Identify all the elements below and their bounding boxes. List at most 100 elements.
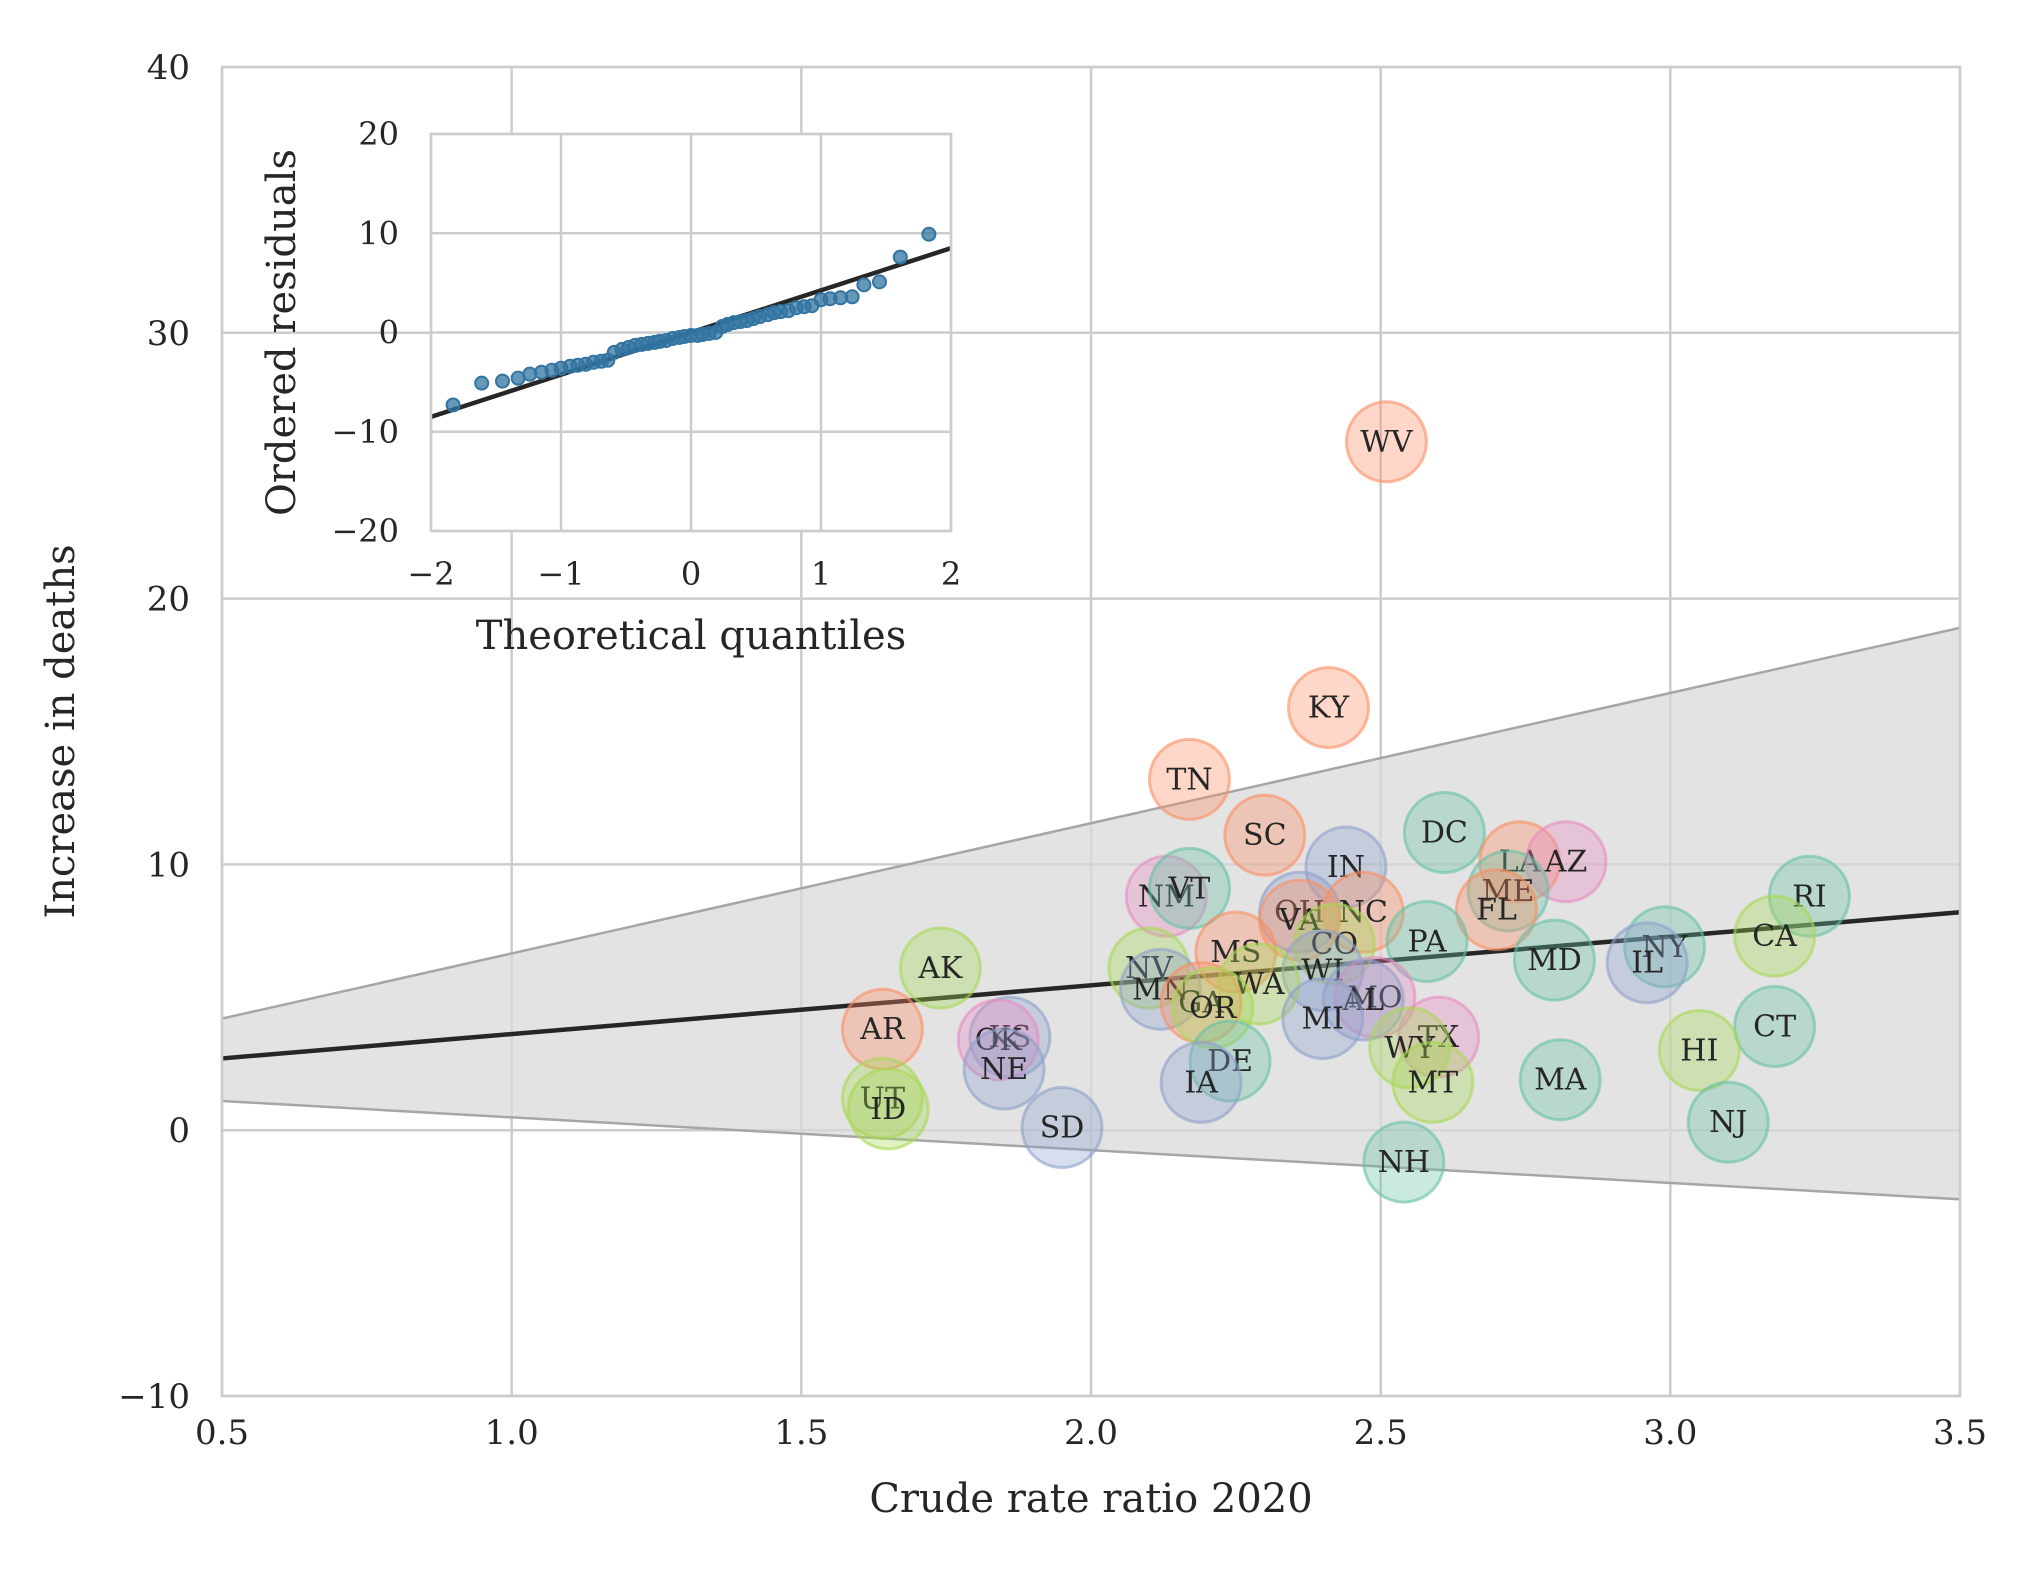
state-point-label: DE — [1207, 1044, 1253, 1079]
state-point-label: SC — [1243, 818, 1287, 853]
inset-x-tick-label: 2 — [941, 555, 961, 593]
state-point: MT — [1391, 1040, 1475, 1124]
state-point-label: VT — [1168, 871, 1211, 906]
state-point-marker — [1402, 791, 1486, 875]
state-point-label: NJ — [1709, 1105, 1747, 1140]
inset-point — [844, 289, 860, 305]
inset-point — [872, 274, 887, 290]
inset-plot-frame — [429, 132, 953, 533]
state-point: MI — [1281, 977, 1365, 1061]
state-point: HI — [1657, 1008, 1741, 1092]
state-point-marker — [1217, 942, 1301, 1026]
state-point-label: NV — [1125, 951, 1174, 986]
inset-x-tick-label: 0 — [681, 555, 701, 593]
state-point-marker — [956, 998, 1040, 1082]
main-x-tick-label: 1.0 — [485, 1413, 539, 1453]
state-point-label: CT — [1753, 1010, 1796, 1045]
prediction-band-lower — [221, 1099, 1961, 1201]
state-point-marker — [1171, 966, 1255, 1050]
state-point: IN — [1304, 825, 1388, 909]
state-point-marker — [1657, 1008, 1741, 1092]
state-point-label: GA — [1178, 986, 1224, 1021]
prediction-band-fill — [222, 627, 1960, 1200]
state-point: TN — [1147, 737, 1231, 821]
state-point-label: NE — [980, 1052, 1028, 1087]
state-point-marker — [1287, 666, 1371, 750]
state-point-marker — [1518, 1038, 1602, 1122]
state-point: LA — [1478, 820, 1562, 904]
state-point: FL — [1455, 868, 1539, 952]
state-point: IL — [1605, 921, 1689, 1005]
state-point: NC — [1321, 870, 1405, 954]
inset-point — [892, 249, 908, 265]
state-point: NJ — [1686, 1080, 1770, 1164]
state-point-marker — [1188, 1019, 1272, 1103]
state-point-label: NC — [1339, 895, 1388, 930]
state-point-label: UT — [860, 1081, 905, 1116]
state-point-marker — [1733, 985, 1817, 1069]
inset-point — [921, 226, 937, 242]
state-point-label: KS — [988, 1020, 1031, 1055]
state-point-marker — [1362, 1120, 1446, 1204]
state-point-marker — [1020, 1086, 1104, 1170]
main-x-tick-label: 2.0 — [1064, 1413, 1118, 1453]
state-point: WI — [1281, 929, 1365, 1013]
state-point-label: FL — [1476, 893, 1517, 928]
inset-y-tick-labels: −20 −10 0 10 20 — [331, 115, 399, 550]
inset-point — [445, 397, 461, 413]
inset-x-tick-labels: −2 −1 0 1 2 — [407, 555, 961, 593]
main-x-tick-labels: 0.5 1.0 1.5 2.0 2.5 3.0 3.5 — [195, 1413, 1987, 1453]
state-point-marker — [1107, 926, 1191, 1010]
state-point: AK — [898, 926, 982, 1010]
state-point-label: NH — [1378, 1145, 1430, 1180]
regression-line — [221, 910, 1961, 1061]
state-point-label: MA — [1534, 1063, 1587, 1098]
main-y-tick-label: 10 — [147, 845, 190, 885]
state-point-marker — [1623, 905, 1707, 989]
inset-y-tick-label: 20 — [358, 115, 399, 153]
main-x-axis-label: Crude rate ratio 2020 — [869, 1476, 1312, 1522]
state-point: WV — [1344, 400, 1428, 484]
state-point-label: DC — [1421, 816, 1468, 851]
main-x-tick-label: 2.5 — [1354, 1413, 1408, 1453]
state-point-label: PA — [1407, 924, 1446, 959]
state-point-label: MD — [1527, 943, 1582, 978]
main-x-tick-label: 0.5 — [195, 1413, 249, 1453]
regression-line-path — [221, 910, 1961, 1061]
state-point-marker — [1147, 737, 1231, 821]
main-x-tick-label: 1.5 — [774, 1413, 828, 1453]
state-point-label: SD — [1040, 1111, 1085, 1146]
state-point-label: IL — [1631, 946, 1663, 981]
state-point: CA — [1733, 894, 1817, 978]
prediction-band-upper — [221, 626, 1961, 1020]
state-point: RI — [1767, 854, 1851, 938]
state-point: PA — [1385, 899, 1469, 983]
state-point-marker — [1321, 870, 1405, 954]
inset-x-tick-label: 1 — [811, 555, 831, 593]
state-point-marker — [1605, 921, 1689, 1005]
state-point: TX — [1397, 995, 1481, 1079]
state-point-marker — [1281, 977, 1365, 1061]
main-x-tick-label: 3.5 — [1933, 1413, 1987, 1453]
state-point-label: KY — [1308, 691, 1351, 726]
inset-x-tick-label: −1 — [537, 555, 584, 593]
inset-point — [856, 277, 872, 293]
inset-x-axis-label: Theoretical quantiles — [476, 613, 906, 659]
state-point: KY — [1287, 666, 1371, 750]
state-point: VT — [1147, 846, 1231, 930]
state-point: NV — [1107, 926, 1191, 1010]
state-point: ID — [846, 1067, 930, 1151]
state-point: CT — [1733, 985, 1817, 1069]
state-point-marker — [1391, 1040, 1475, 1124]
main-x-tick-label: 3.0 — [1643, 1413, 1697, 1453]
state-point-marker — [962, 1027, 1046, 1111]
inset-y-tick-label: −10 — [331, 413, 399, 451]
state-point: DC — [1402, 791, 1486, 875]
state-point: SD — [1020, 1086, 1104, 1170]
inset-x-tick-label: −2 — [407, 555, 454, 593]
state-point-marker — [1455, 868, 1539, 952]
